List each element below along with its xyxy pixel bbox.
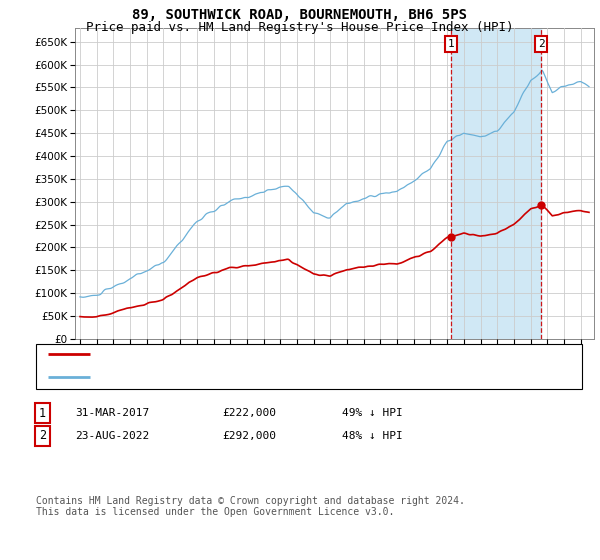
Text: 89, SOUTHWICK ROAD, BOURNEMOUTH, BH6 5PS: 89, SOUTHWICK ROAD, BOURNEMOUTH, BH6 5PS [133, 8, 467, 22]
Text: 49% ↓ HPI: 49% ↓ HPI [342, 408, 403, 418]
Text: £292,000: £292,000 [222, 431, 276, 441]
Text: Price paid vs. HM Land Registry's House Price Index (HPI): Price paid vs. HM Land Registry's House … [86, 21, 514, 34]
Text: 48% ↓ HPI: 48% ↓ HPI [342, 431, 403, 441]
Text: HPI: Average price, detached house, Bournemouth Christchurch and Poole: HPI: Average price, detached house, Bour… [96, 372, 569, 382]
Text: 23-AUG-2022: 23-AUG-2022 [75, 431, 149, 441]
Text: £222,000: £222,000 [222, 408, 276, 418]
Bar [451, 28, 541, 339]
Text: 31-MAR-2017: 31-MAR-2017 [75, 408, 149, 418]
Text: 1: 1 [448, 39, 455, 49]
Text: 89, SOUTHWICK ROAD, BOURNEMOUTH, BH6 5PS (detached house): 89, SOUTHWICK ROAD, BOURNEMOUTH, BH6 5PS… [96, 349, 481, 360]
Text: 2: 2 [538, 39, 545, 49]
Text: Contains HM Land Registry data © Crown copyright and database right 2024.
This d: Contains HM Land Registry data © Crown c… [36, 496, 465, 517]
Text: 2: 2 [39, 429, 46, 442]
Text: 1: 1 [39, 407, 46, 420]
